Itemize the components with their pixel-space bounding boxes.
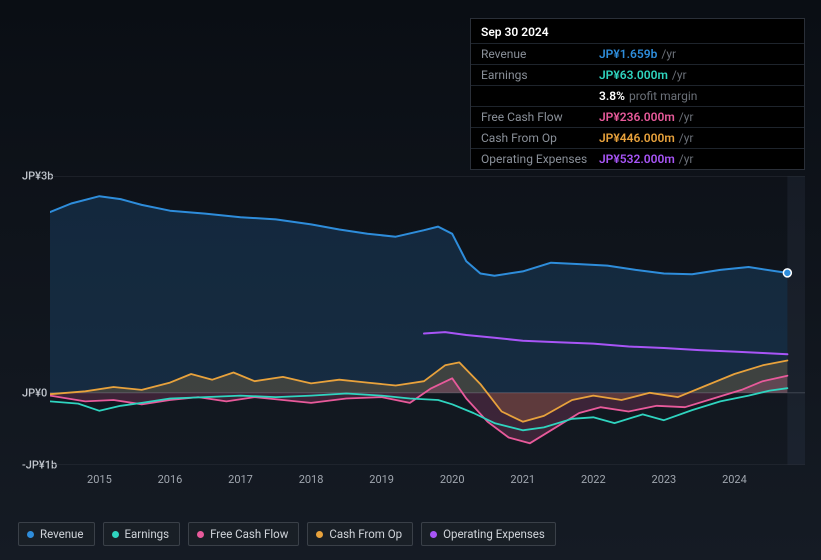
tooltip-value: JP¥236.000m: [599, 110, 675, 124]
legend-dot-icon: [112, 531, 119, 538]
legend-label: Operating Expenses: [443, 527, 545, 541]
x-axis-label: 2016: [158, 473, 183, 486]
series-fill-revenue: [50, 196, 787, 393]
tooltip-unit: profit margin: [629, 89, 697, 103]
legend-label: Cash From Op: [329, 527, 402, 541]
legend-item-free-cash-flow[interactable]: Free Cash Flow: [188, 522, 299, 546]
future-band: [787, 176, 805, 465]
x-axis-label: 2017: [228, 473, 253, 486]
legend: Revenue Earnings Free Cash Flow Cash From O…: [18, 522, 556, 546]
tooltip-value: JP¥1.659b: [599, 47, 657, 61]
tooltip-unit: /yr: [679, 131, 694, 145]
y-axis-label: JP¥0: [22, 386, 47, 399]
legend-dot-icon: [27, 531, 34, 538]
x-axis: 2015 2016 2017 2018 2019 2020 2021 2022 2023 2024: [50, 473, 805, 487]
tooltip-row: Cash From Op JP¥446.000m /yr: [471, 127, 804, 148]
x-axis-label: 2022: [581, 473, 606, 486]
tooltip-row: 3.8% profit margin: [471, 85, 804, 106]
legend-item-earnings[interactable]: Earnings: [103, 522, 181, 546]
tooltip-row: Free Cash Flow JP¥236.000m /yr: [471, 106, 804, 127]
x-axis-label: 2021: [510, 473, 535, 486]
legend-item-revenue[interactable]: Revenue: [18, 522, 95, 546]
tooltip-unit: /yr: [672, 68, 687, 82]
tooltip-unit: /yr: [679, 110, 694, 124]
x-axis-label: 2018: [299, 473, 324, 486]
legend-dot-icon: [316, 531, 323, 538]
legend-label: Earnings: [125, 527, 170, 541]
legend-dot-icon: [197, 531, 204, 538]
marker-revenue-latest[interactable]: [783, 269, 791, 277]
legend-dot-icon: [430, 531, 437, 538]
x-axis-label: 2020: [440, 473, 465, 486]
tooltip-label: Earnings: [481, 68, 599, 82]
legend-label: Free Cash Flow: [210, 527, 288, 541]
financials-chart[interactable]: [50, 176, 805, 465]
tooltip-label: Free Cash Flow: [481, 110, 599, 124]
tooltip-row: Earnings JP¥63.000m /yr: [471, 64, 804, 85]
tooltip-date: Sep 30 2024: [471, 19, 804, 43]
legend-item-operating-expenses[interactable]: Operating Expenses: [421, 522, 556, 546]
tooltip-label: Cash From Op: [481, 131, 599, 145]
x-axis-label: 2023: [652, 473, 677, 486]
tooltip-value: JP¥63.000m: [599, 68, 668, 82]
tooltip-label: Revenue: [481, 47, 599, 61]
x-axis-label: 2015: [87, 473, 112, 486]
legend-item-cash-from-op[interactable]: Cash From Op: [307, 522, 413, 546]
tooltip-value: 3.8%: [599, 89, 625, 103]
data-tooltip: Sep 30 2024 Revenue JP¥1.659b /yrEarning…: [470, 18, 805, 170]
tooltip-value: JP¥446.000m: [599, 131, 675, 145]
x-axis-label: 2019: [369, 473, 394, 486]
chart-area: JP¥3bJP¥0-JP¥1b 201520162017201820192020…: [16, 160, 805, 505]
tooltip-unit: /yr: [661, 47, 676, 61]
x-axis-label: 2024: [722, 473, 747, 486]
legend-label: Revenue: [40, 527, 84, 541]
tooltip-row: Revenue JP¥1.659b /yr: [471, 43, 804, 64]
y-axis-label: JP¥3b: [22, 170, 53, 183]
